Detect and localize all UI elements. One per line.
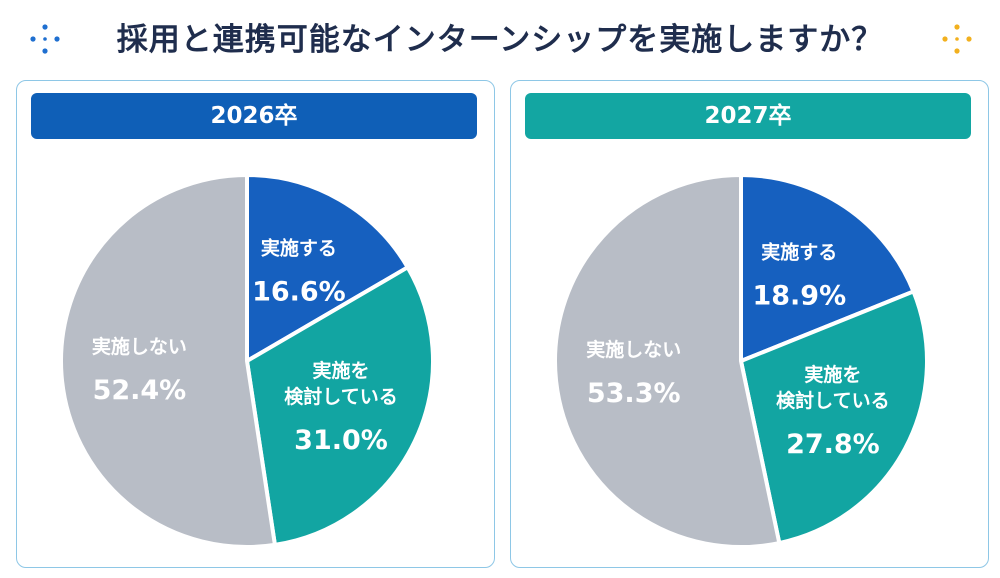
pie-slice-not-implement: [553, 173, 782, 549]
slice-label-considering: 実施を: [804, 363, 861, 386]
slice-label-not-implement: 実施しない: [92, 335, 187, 358]
sparkle-icon-left: [30, 24, 60, 54]
page-title: 採用と連携可能なインターンシップを実施しますか？: [116, 22, 884, 58]
slice-value-not-implement: 52.4%: [93, 375, 187, 406]
slice-value-implement: 18.9%: [752, 281, 846, 312]
slice-label-considering: 検討している: [776, 389, 889, 412]
pie-slice-considering: [245, 265, 435, 547]
slice-value-not-implement: 53.3%: [587, 378, 681, 409]
slice-value-implement: 16.6%: [252, 277, 346, 308]
slice-label-considering: 実施を: [312, 359, 369, 382]
chart-panel-2027: 2027卒 実施する 18.9% 実施を検討している 27.8% 実施しない 53.3%: [510, 80, 989, 568]
pie-slice-implement: [739, 173, 916, 363]
slice-value-considering: 27.8%: [786, 429, 880, 460]
chart-title-2026: 2026卒: [31, 93, 477, 139]
slice-label-implement: 実施する: [261, 237, 337, 260]
slice-label-not-implement: 実施しない: [586, 338, 681, 361]
slice-label-implement: 実施する: [761, 241, 837, 264]
slice-value-considering: 31.0%: [294, 425, 388, 456]
slice-label-considering: 検討している: [284, 385, 397, 408]
pie-slice-implement: [245, 173, 410, 363]
pie-slice-not-implement: [59, 173, 277, 549]
chart-title-2027: 2027卒: [525, 93, 971, 139]
sparkle-icon-right: [942, 24, 972, 54]
pie-slice-considering: [739, 289, 929, 546]
chart-panel-2026: 2026卒 実施する 16.6% 実施を検討している 31.0% 実施しない 52.4%: [16, 80, 495, 568]
